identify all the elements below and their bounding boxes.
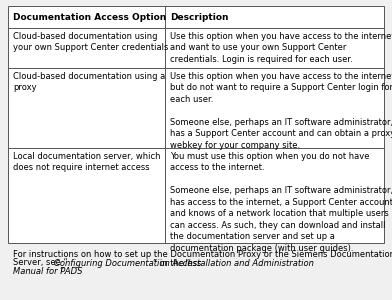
- Text: Configuring Documentation Access: Configuring Documentation Access: [54, 259, 201, 268]
- Bar: [8, 6, 384, 243]
- Text: ”.: ”.: [60, 267, 67, 276]
- Text: ” in the “: ” in the “: [153, 259, 192, 268]
- Text: For instructions on how to set up the Documentation Proxy or the Siemens Documen: For instructions on how to set up the Do…: [13, 250, 392, 259]
- Text: Installation and Administration: Installation and Administration: [185, 259, 314, 268]
- Text: Use this option when you have access to the internet
and want to use your own Su: Use this option when you have access to …: [170, 32, 392, 64]
- Text: Manual for PADS: Manual for PADS: [13, 267, 82, 276]
- Text: Description: Description: [170, 13, 229, 22]
- Text: Cloud-based documentation using a
proxy: Cloud-based documentation using a proxy: [13, 72, 165, 92]
- Bar: [8, 6, 384, 243]
- Text: Server, see “: Server, see “: [13, 259, 68, 268]
- Text: You must use this option when you do not have
access to the internet.

Someone e: You must use this option when you do not…: [170, 152, 392, 253]
- Text: Documentation Access Option: Documentation Access Option: [13, 13, 166, 22]
- Text: Use this option when you have access to the internet,
but do not want to require: Use this option when you have access to …: [170, 72, 392, 150]
- Text: Local documentation server, which
does not require internet access: Local documentation server, which does n…: [13, 152, 160, 172]
- Text: Cloud-based documentation using
your own Support Center credentials: Cloud-based documentation using your own…: [13, 32, 169, 52]
